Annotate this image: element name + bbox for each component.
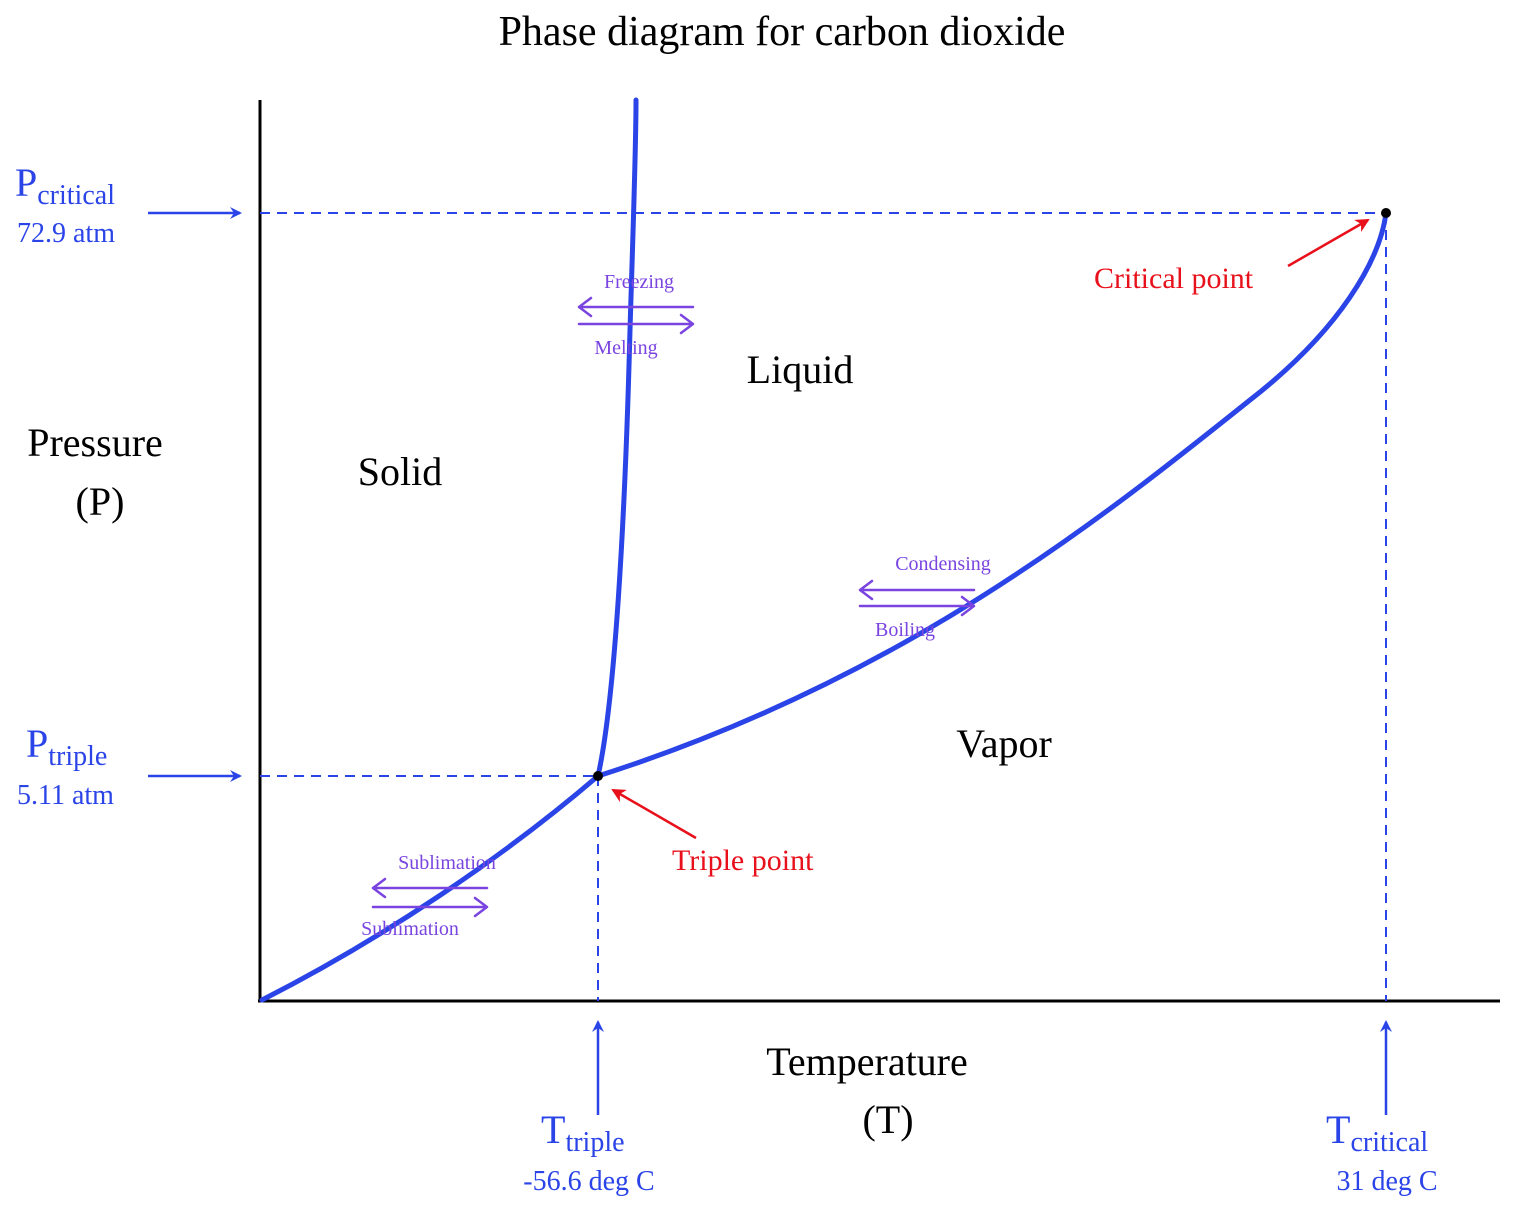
y-axis-symbol: (P) [76, 479, 125, 524]
guide-lines [260, 212, 1387, 1001]
boiling-curve [595, 210, 1389, 779]
critical-point-dot [1381, 208, 1391, 218]
condensing-boiling-arrows [858, 579, 976, 617]
p-critical-marker: Pcritical 72.9 atm [15, 160, 115, 249]
sublimation-curve [259, 773, 601, 1003]
condensing-label: Condensing [895, 553, 991, 575]
region-vapor: Vapor [956, 721, 1052, 766]
p-triple-marker: Ptriple 5.11 atm [17, 721, 114, 811]
melting-arrow [577, 313, 695, 335]
boiling-arrow [858, 595, 976, 617]
sublimation-arrow-left [371, 877, 489, 899]
y-axis-label: Pressure [27, 420, 163, 465]
melting-label: Melting [594, 337, 657, 359]
melting-curve [595, 97, 639, 779]
t-critical-marker: Tcritical 31 deg C [1326, 1107, 1438, 1197]
t-triple-symbol: Ttriple [541, 1107, 625, 1158]
sublimation-label-top: Sublimation [398, 852, 496, 874]
boiling-label: Boiling [875, 619, 935, 641]
triple-point-arrow [611, 788, 697, 840]
p-critical-symbol: Pcritical [15, 160, 115, 211]
sublimation-label-bottom: Sublimation [361, 918, 459, 940]
freezing-arrow [577, 296, 695, 318]
diagram-title: Phase diagram for carbon dioxide [499, 9, 1066, 55]
phase-curves [259, 97, 1389, 1003]
t-critical-value: 31 deg C [1336, 1166, 1437, 1197]
p-triple-symbol: Ptriple [26, 721, 107, 772]
t-triple-marker: Ttriple -56.6 deg C [523, 1107, 654, 1197]
critical-point-arrow [1287, 218, 1370, 268]
region-solid: Solid [358, 449, 442, 494]
t-critical-symbol: Tcritical [1326, 1107, 1428, 1158]
t-triple-value: -56.6 deg C [523, 1166, 654, 1197]
triple-point-label: Triple point [672, 844, 814, 877]
condensing-arrow [858, 579, 976, 601]
triple-point-dot [593, 771, 603, 781]
p-triple-value: 5.11 atm [17, 780, 114, 811]
sublimation-arrows [371, 877, 489, 918]
region-liquid: Liquid [747, 347, 854, 392]
critical-point-label: Critical point [1094, 262, 1254, 295]
x-axis-symbol: (T) [862, 1097, 913, 1142]
x-axis-label: Temperature [766, 1039, 968, 1084]
p-critical-value: 72.9 atm [17, 218, 115, 249]
freezing-label: Freezing [604, 271, 674, 293]
sublimation-arrow-right [371, 896, 489, 918]
freezing-melting-arrows [577, 296, 695, 335]
